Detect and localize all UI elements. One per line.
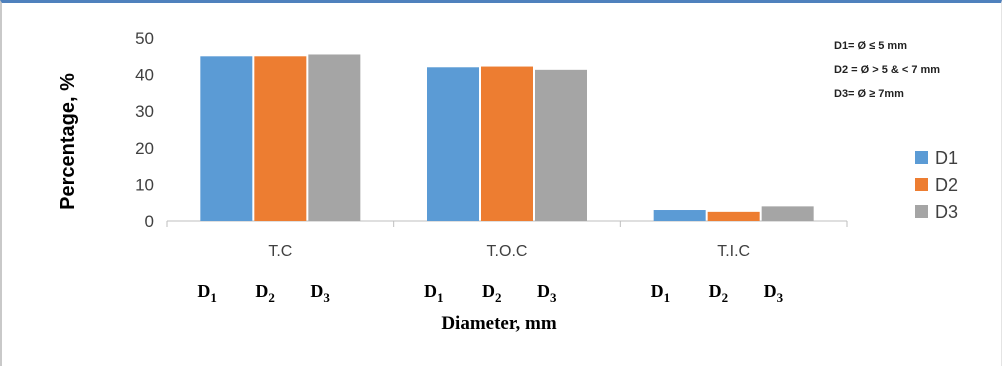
diameter-subscript-label: D1 (197, 281, 217, 305)
bar-d2-2 (481, 66, 533, 221)
diameter-subscript-label: D1 (651, 281, 671, 305)
legend-label-d3: D3 (935, 202, 958, 222)
bar-d2-1 (254, 56, 307, 221)
diameter-subscript-label: D3 (764, 281, 784, 305)
bar-d1-2 (427, 67, 479, 221)
y-axis-label: Percentage, % (57, 73, 79, 210)
x-axis-label: Diameter, mm (441, 313, 557, 334)
bar-chart: 0 10 20 30 40 50 T.C D1 D2 D3 T.O.C D1 D2 D3 T.I.C D1 D2… (57, 29, 958, 334)
y-tick-label-50: 50 (135, 29, 154, 48)
bar-d3-2 (535, 69, 587, 221)
legend-swatch-d1 (915, 151, 928, 164)
y-tick-label-30: 30 (135, 102, 154, 121)
diameter-subscript-label: D2 (482, 281, 502, 305)
diameter-subscript-label: D2 (709, 281, 729, 305)
x-category-label: T.C (268, 243, 292, 260)
y-tick-label-10: 10 (135, 175, 154, 194)
y-tick-label-20: 20 (135, 139, 154, 158)
bar-d1-1 (200, 56, 253, 221)
diameter-subscript-label: D3 (537, 281, 557, 305)
bar-d3-3 (761, 206, 814, 221)
diameter-definition-note: D1= Ø ≤ 5 mm (834, 40, 907, 52)
legend-label-d2: D2 (935, 175, 958, 195)
legend-swatch-d3 (915, 205, 928, 218)
diameter-definition-note: D3= Ø ≥ 7mm (834, 88, 904, 100)
diameter-subscript-label: D3 (310, 281, 330, 305)
y-tick-label-0: 0 (145, 212, 154, 231)
legend-swatch-d2 (915, 178, 928, 191)
diameter-definition-note: D2 = Ø > 5 & < 7 mm (834, 64, 940, 76)
bar-d2-3 (707, 211, 760, 221)
diameter-subscript-label: D2 (255, 281, 274, 305)
x-category-label: T.O.C (487, 243, 528, 260)
bar-d3-1 (308, 54, 361, 221)
diameter-subscript-label: D1 (424, 281, 444, 305)
y-tick-label-40: 40 (135, 66, 154, 85)
bar-d1-3 (653, 210, 706, 221)
x-category-label: T.I.C (717, 243, 750, 260)
legend-label-d1: D1 (935, 148, 958, 168)
